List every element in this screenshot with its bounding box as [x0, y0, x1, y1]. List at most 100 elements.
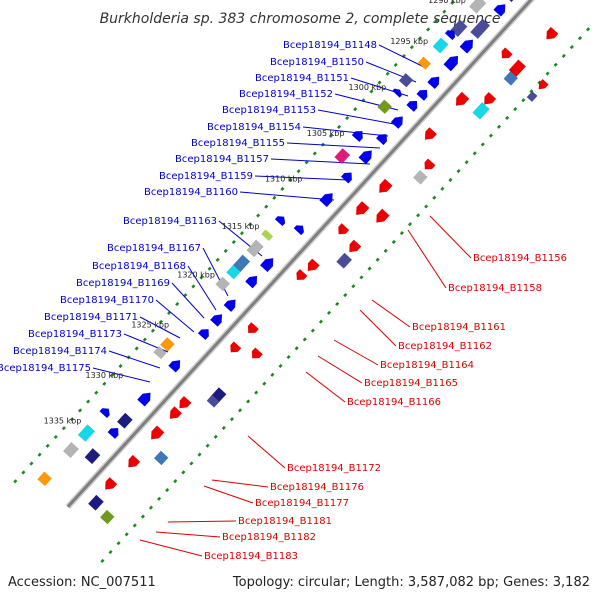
leader-line — [429, 215, 472, 259]
leader-line — [171, 282, 205, 319]
gene-feature — [197, 328, 210, 341]
forward-gene-label: Bcep18194_B1157 — [175, 154, 269, 165]
gene-feature — [159, 337, 175, 352]
gene-feature — [153, 345, 167, 360]
leader-line — [187, 265, 217, 311]
gene-feature — [87, 494, 105, 511]
tick-mark — [385, 71, 390, 76]
kbp-label: 1295 kbp — [390, 37, 428, 46]
tick-mark — [108, 549, 113, 555]
tick-mark — [464, 160, 469, 165]
gene-feature — [351, 130, 363, 143]
gene-feature — [375, 134, 388, 146]
gene-feature — [307, 258, 320, 272]
tick-mark — [256, 213, 261, 218]
tick-mark — [351, 284, 356, 289]
reverse-gene-label: Bcep18194_B1181 — [238, 516, 332, 527]
tick-mark — [116, 541, 121, 546]
leader-line — [155, 531, 221, 538]
tick-mark — [434, 18, 439, 23]
kbp-label: 1300 kbp — [349, 83, 387, 92]
tick-mark — [205, 443, 210, 448]
gene-feature — [334, 147, 351, 165]
forward-gene-label: Bcep18194_B1152 — [239, 89, 333, 100]
gene-feature — [390, 116, 403, 130]
gene-feature — [136, 392, 151, 407]
tick-mark — [337, 124, 342, 129]
leader-line — [302, 126, 389, 137]
tick-mark — [294, 346, 299, 351]
forward-gene-label: Bcep18194_B1148 — [283, 40, 377, 51]
tick-mark — [561, 53, 566, 58]
tick-mark — [537, 80, 542, 85]
tick-mark — [37, 452, 42, 457]
tick-mark — [569, 44, 574, 50]
gene-features — [37, 0, 559, 525]
forward-gene-label: Bcep18194_B1168 — [92, 261, 186, 272]
tick-mark — [375, 257, 380, 262]
leader-line — [317, 109, 395, 125]
kbp-label: 1310 kbp — [265, 175, 303, 184]
forward-gene-label: Bcep18194_B1159 — [159, 171, 253, 182]
forward-gene-label: Bcep18194_B1170 — [60, 295, 154, 306]
tick-mark — [391, 239, 396, 244]
tick-mark — [472, 151, 477, 156]
tick-mark — [286, 355, 291, 360]
tick-mark — [278, 363, 283, 369]
gene-feature — [246, 239, 264, 258]
tick-mark — [440, 186, 445, 191]
gene-feature — [379, 178, 393, 193]
forward-gene-label: Bcep18194_B1171 — [44, 312, 138, 323]
gene-feature — [392, 88, 403, 98]
tick-mark — [442, 9, 447, 14]
tick-mark — [173, 479, 178, 484]
tick-mark — [448, 177, 453, 182]
tick-mark — [304, 160, 309, 165]
gene-feature — [546, 26, 559, 40]
gene-feature — [468, 0, 487, 14]
gene-feature — [128, 454, 141, 468]
tick-mark — [456, 169, 461, 174]
tick-mark — [86, 399, 91, 404]
leader-line — [333, 339, 379, 366]
forward-gene-label: Bcep18194_B1169 — [76, 278, 170, 289]
kbp-label: 1325 kbp — [131, 321, 169, 330]
tick-mark — [359, 275, 364, 280]
gene-feature — [99, 408, 110, 419]
forward-gene-label: Bcep18194_B1175 — [0, 363, 91, 374]
tick-mark — [335, 301, 340, 307]
tick-mark — [377, 80, 382, 85]
tick-mark — [223, 248, 228, 254]
tick-mark — [424, 204, 429, 209]
kbp-label: 1320 kbp — [177, 271, 215, 280]
tick-mark — [264, 204, 269, 209]
tick-mark — [165, 487, 170, 493]
tick-mark — [312, 151, 317, 156]
gene-feature — [247, 321, 260, 334]
gene-feature — [107, 427, 119, 440]
forward-gene-label: Bcep18194_B1167 — [107, 243, 201, 254]
tick-mark — [140, 514, 145, 519]
tick-mark — [409, 45, 414, 50]
gene-feature — [358, 150, 372, 165]
tick-mark — [199, 275, 204, 280]
gene-feature — [215, 276, 231, 292]
reverse-gene-label: Bcep18194_B1177 — [255, 498, 349, 509]
tick-mark — [118, 364, 123, 369]
gene-feature — [274, 216, 286, 227]
tick-mark — [231, 240, 236, 245]
gene-feature — [416, 89, 428, 102]
reverse-gene-label: Bcep18194_B1176 — [270, 482, 364, 493]
gene-feature — [484, 91, 497, 105]
gene-feature — [424, 158, 436, 170]
forward-gene-label: Bcep18194_B1153 — [222, 105, 316, 116]
leader-line — [239, 191, 335, 201]
leader-line — [211, 479, 269, 488]
reverse-gene-label: Bcep18194_B1182 — [222, 532, 316, 543]
gene-feature — [116, 412, 133, 429]
leader-line — [247, 435, 286, 469]
gene-feature — [251, 347, 264, 359]
leader-line — [270, 158, 371, 165]
gene-feature — [209, 314, 223, 327]
accession-text: Accession: NC_007511 — [8, 575, 156, 590]
